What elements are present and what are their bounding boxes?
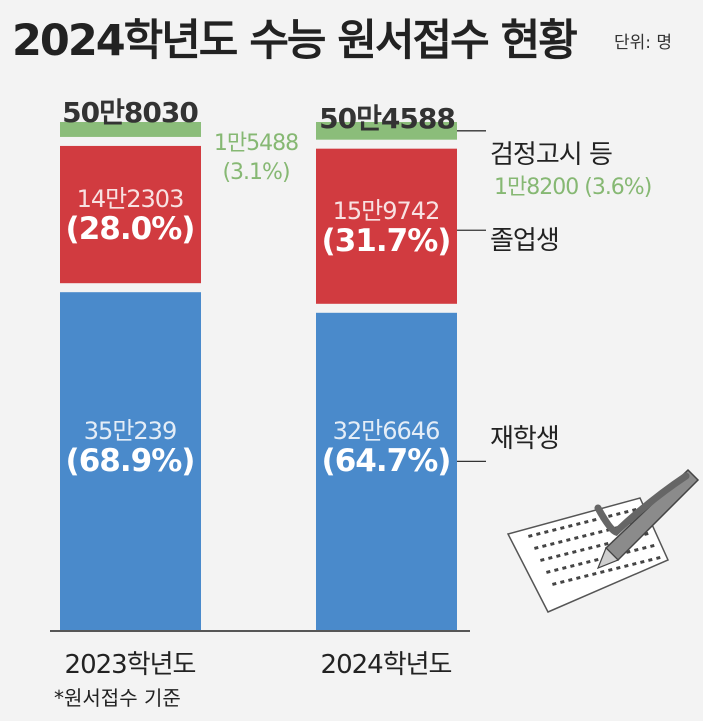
ged-label-2024: 1만8200 (3.6%)	[494, 174, 652, 203]
answer-mark	[592, 517, 597, 522]
answer-mark	[553, 567, 559, 572]
answer-sheet-pencil-illustration	[506, 468, 700, 613]
student-percent-2023: (68.9%)	[65, 443, 196, 480]
legend-ged: 검정고시 등	[490, 140, 613, 170]
total-label-2024: 50만4588	[319, 102, 456, 135]
ged-percent-2023: (3.1%)	[222, 159, 290, 185]
graduate-value-2023: 14만2303	[76, 185, 185, 213]
graduate-label-2023: 14만2303 (28.0%)	[60, 185, 200, 248]
answer-mark	[634, 547, 639, 552]
answer-mark	[640, 559, 645, 564]
answer-mark	[548, 555, 553, 560]
answer-mark	[576, 575, 581, 580]
answer-mark	[588, 545, 593, 550]
answer-mark	[594, 557, 599, 562]
graduate-value-2024: 15만9742	[332, 197, 441, 225]
pencil-tip	[596, 546, 620, 570]
answer-mark	[604, 541, 609, 546]
answer-mark	[578, 561, 583, 566]
student-label-2024: 32만6646 (64.7%)	[316, 417, 456, 480]
answer-mark	[623, 509, 629, 514]
answer-mark	[541, 543, 547, 548]
unit-label: 단위: 명	[614, 33, 673, 53]
answer-mark	[557, 539, 563, 544]
answer-mark	[534, 545, 539, 550]
answer-mark	[656, 555, 661, 560]
graduate-percent-2023: (28.0%)	[65, 211, 196, 248]
answer-mark	[615, 565, 621, 570]
answer-mark	[552, 527, 557, 532]
student-value-2023: 35만239	[83, 417, 177, 445]
footnote: *원서접수 기준	[54, 686, 181, 710]
ged-label-2023: 1만5488 (3.1%)	[210, 130, 302, 187]
answer-mark	[563, 551, 569, 556]
answer-mark	[624, 563, 629, 568]
answer-mark	[556, 553, 561, 558]
answer-mark	[567, 523, 573, 528]
category-label-2024: 2024학년도	[320, 650, 453, 680]
answer-mark	[580, 547, 585, 552]
answer-mark	[560, 579, 565, 584]
graduate-percent-2024: (31.7%)	[321, 223, 452, 260]
answer-mark	[592, 571, 597, 576]
answer-mark	[545, 569, 551, 574]
answer-mark	[575, 521, 581, 526]
answer-mark	[589, 531, 595, 536]
answer-mark	[544, 529, 549, 534]
answer-mark	[608, 513, 613, 518]
answer-mark	[641, 545, 647, 550]
answer-mark	[585, 559, 591, 564]
legend-student: 재학생	[490, 424, 560, 454]
ged-bar-2024	[316, 122, 457, 140]
category-label-2023: 2023학년도	[64, 650, 197, 680]
student-bar-2024	[316, 312, 457, 630]
answer-mark	[598, 529, 603, 534]
answer-mark	[584, 573, 589, 578]
answer-mark	[560, 525, 565, 530]
student-bar-2023	[60, 292, 201, 630]
ged-percent-2024: (3.6%)	[584, 175, 652, 200]
answer-mark	[632, 561, 637, 566]
legend-graduate: 졸업생	[490, 226, 560, 256]
answer-mark	[549, 541, 555, 546]
answer-mark	[567, 577, 573, 582]
answer-mark	[583, 519, 589, 524]
ged-value-2024: 1만8200	[494, 175, 579, 200]
ged-bar-2023	[60, 122, 201, 137]
answer-mark	[600, 569, 605, 574]
graduate-bar-2023	[60, 145, 201, 284]
total-label-2023: 50만8030	[62, 96, 199, 129]
chart-title: 2024학년도 수능 원서접수 현황	[12, 16, 578, 66]
answer-mark	[608, 567, 613, 572]
answer-mark	[615, 511, 621, 516]
graduate-bar-2024	[316, 148, 457, 304]
answer-mark	[540, 557, 545, 562]
answer-mark	[566, 537, 571, 542]
answer-mark	[527, 533, 533, 538]
answer-mark	[562, 565, 567, 570]
check-mark-icon	[594, 472, 690, 536]
student-label-2023: 35만239 (68.9%)	[60, 417, 200, 480]
ged-value-2023: 1만5488	[213, 131, 299, 156]
answer-mark	[649, 543, 655, 548]
student-value-2024: 32만6646	[332, 417, 441, 445]
answer-mark	[648, 557, 653, 562]
graduate-label-2024: 15만9742 (31.7%)	[316, 197, 456, 260]
answer-mark	[574, 535, 579, 540]
answer-mark	[570, 563, 575, 568]
answer-mark	[571, 549, 577, 554]
answer-mark	[552, 581, 557, 586]
student-percent-2024: (64.7%)	[321, 443, 452, 480]
answer-mark	[582, 533, 587, 538]
answer-mark	[536, 531, 541, 536]
answer-mark	[596, 543, 601, 548]
